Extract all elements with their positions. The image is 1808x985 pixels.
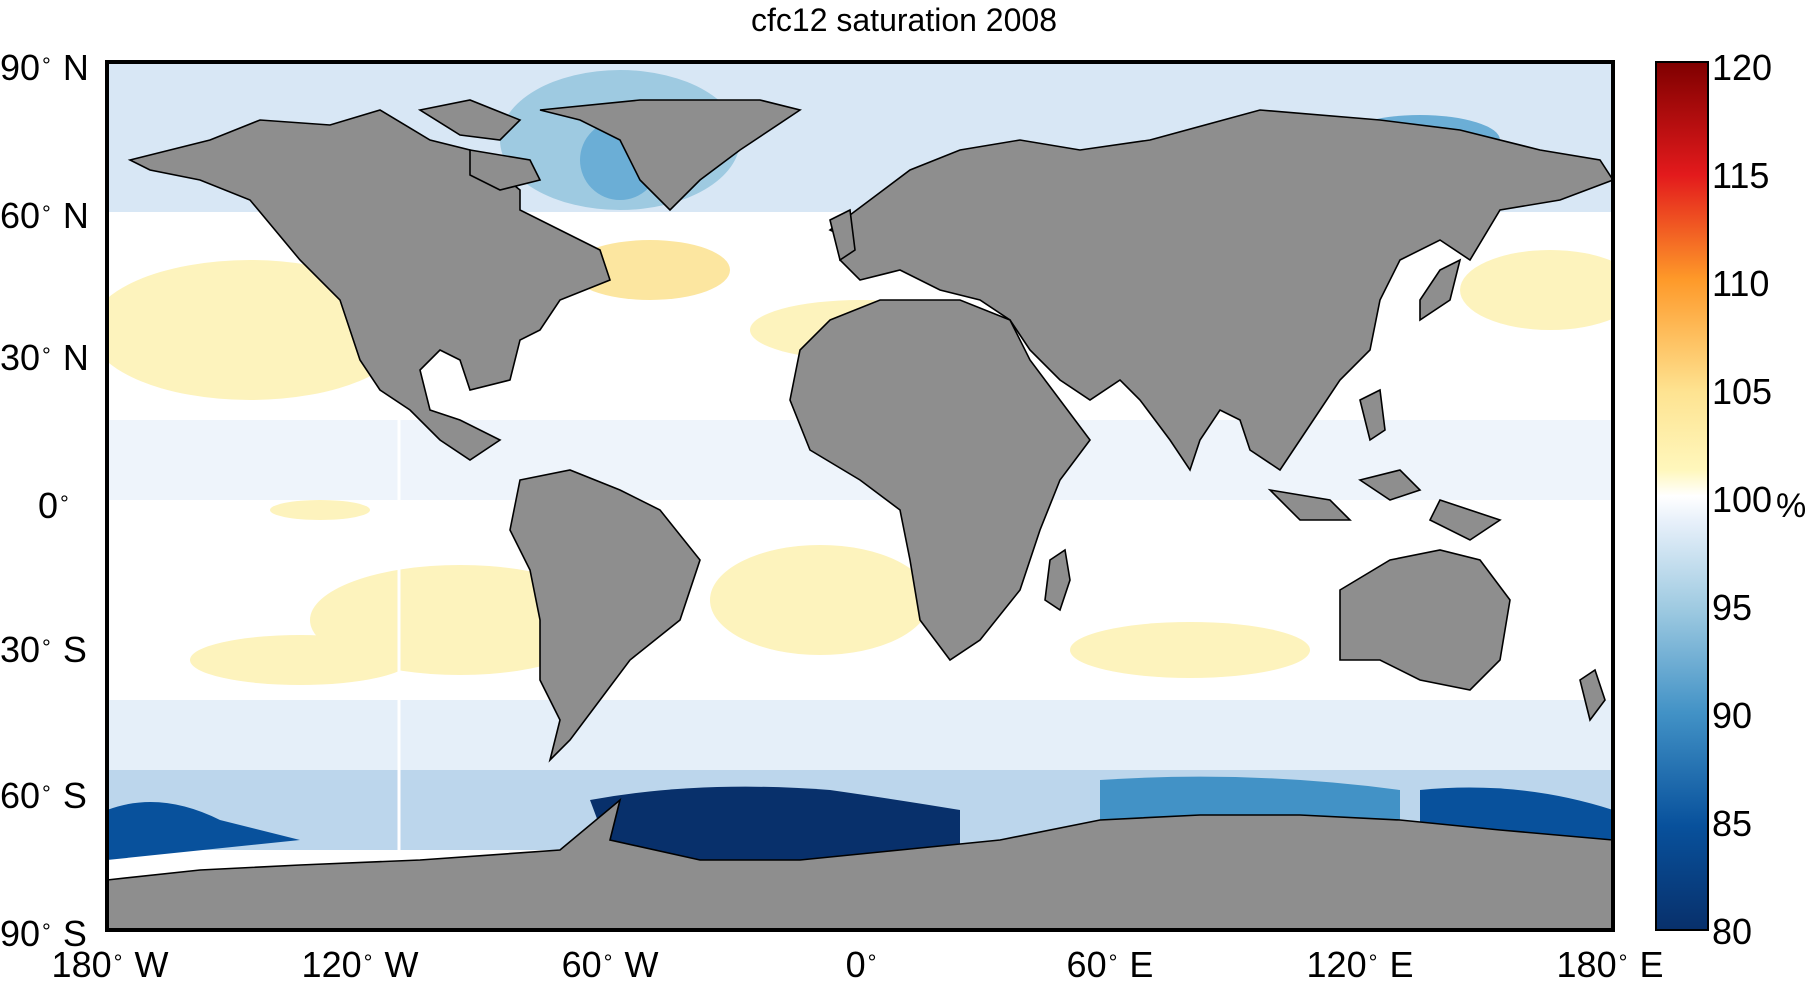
colorbar-tick-95: 95	[1712, 587, 1753, 628]
lon-label-180e: 180° E	[1556, 944, 1664, 985]
lon-label-120w: 120° W	[301, 944, 419, 985]
colorbar-tick-85: 85	[1712, 803, 1753, 844]
colorbar-frame	[1655, 61, 1709, 931]
lat-label-60s: 60° S	[0, 775, 87, 816]
colorbar-tick-115: 115	[1712, 155, 1770, 196]
africa	[789, 299, 1091, 662]
lon-label-60w: 60° W	[561, 944, 659, 985]
colorbar-fill	[1656, 62, 1708, 930]
lat-label-30n: 30° N	[0, 337, 89, 378]
lat-label-30s: 30° S	[0, 629, 87, 670]
lon-label-180w: 180° W	[51, 944, 169, 985]
lat-label-60n: 60° N	[0, 195, 89, 236]
australia	[1339, 549, 1511, 691]
lon-label-0: 0°	[845, 944, 877, 985]
colorbar-tick-90: 90	[1712, 695, 1753, 736]
landmasses	[107, 99, 1613, 930]
greenland	[539, 99, 802, 212]
colorbar-tick-110: 110	[1712, 263, 1770, 304]
colorbar-tick-120: 120	[1712, 47, 1773, 88]
antarctica	[107, 797, 1613, 930]
colorbar-unit: %	[1776, 487, 1807, 525]
colorbar	[1655, 61, 1709, 931]
lon-label-120e: 120° E	[1306, 944, 1414, 985]
south-america	[509, 469, 701, 763]
lat-label-0: 0°	[38, 485, 69, 526]
plot-frame	[105, 60, 1615, 932]
colorbar-tick-80: 80	[1712, 911, 1753, 952]
colorbar-tick-105: 105	[1712, 371, 1773, 412]
lon-label-60e: 60° E	[1066, 944, 1154, 985]
lat-label-90s: 90° S	[0, 913, 87, 954]
colorbar-tick-100: 100	[1712, 479, 1773, 520]
map-title: cfc12 saturation 2008	[751, 2, 1057, 38]
north-america	[127, 109, 611, 461]
lat-label-90n: 90° N	[0, 47, 89, 88]
